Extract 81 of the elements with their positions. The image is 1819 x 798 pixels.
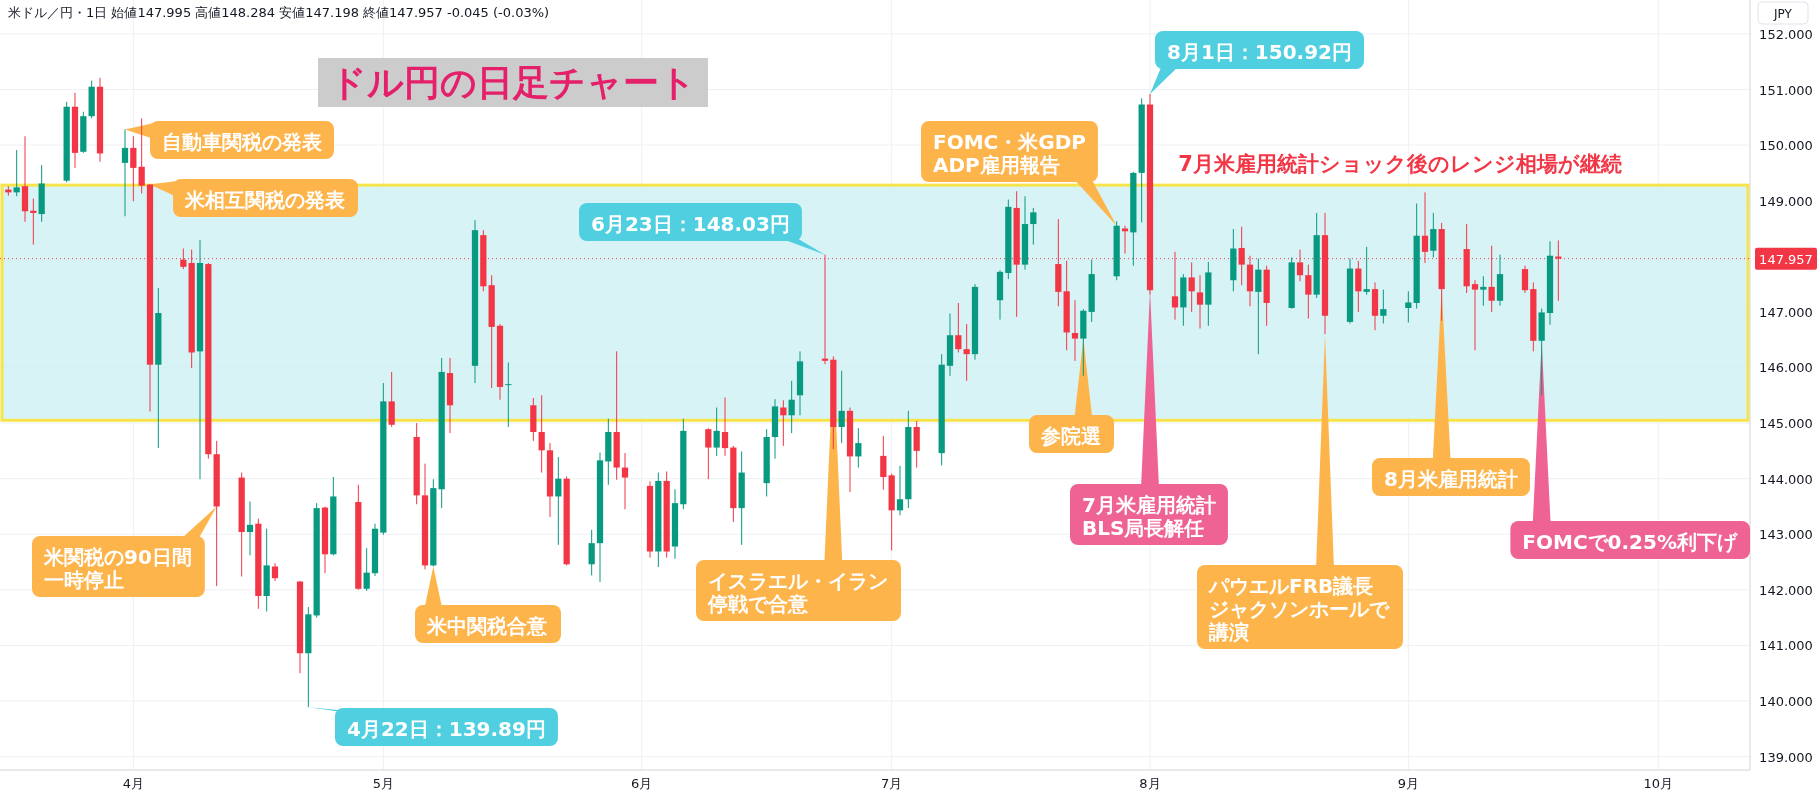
candlestick [838, 370, 845, 444]
candlestick [588, 529, 595, 576]
candlestick [913, 420, 920, 469]
candlestick [880, 435, 887, 491]
candlestick [388, 371, 395, 428]
y-tick-label: 141.000 [1759, 638, 1813, 654]
candlestick [505, 361, 512, 428]
candlestick [1071, 299, 1079, 362]
annotation: FOMC・米GDP ADP雇用報告 [933, 130, 1086, 177]
x-tick-label: 5月 [372, 776, 394, 791]
annotation: 4月22日：139.89円 [347, 717, 546, 741]
candlestick [713, 407, 720, 457]
candlestick [1405, 290, 1412, 323]
candlestick [538, 394, 545, 474]
candlestick [121, 129, 129, 217]
annotation: 7月米雇用統計 BLS局長解任 [1082, 493, 1216, 540]
candlestick [1188, 261, 1195, 313]
y-tick-label: 143.000 [1759, 527, 1813, 543]
x-tick-label: 4月 [122, 776, 144, 791]
annotation: イスラエル・イラン停戦で合意 [707, 569, 888, 616]
candlestick [855, 427, 862, 469]
candlestick [1296, 249, 1304, 282]
candlestick [1196, 274, 1204, 330]
x-tick-label: 7月 [881, 776, 903, 791]
candlestick [555, 456, 562, 546]
chart-subtitle: 米ドル／円・1日 始値147.995 高値148.284 安値147.198 終値147.957 -0.045 (-0.03%) [8, 5, 550, 20]
annotation: 6月23日：148.03円 [591, 212, 790, 236]
y-axis-title: JPY [1773, 7, 1793, 21]
candlestick [1121, 225, 1129, 255]
candlestick [1238, 226, 1245, 286]
candlestick [955, 302, 962, 353]
ref-line-label: 147.957 [1759, 251, 1813, 267]
candlestick [705, 427, 712, 480]
candlestick [1480, 275, 1487, 307]
candlestick [130, 135, 137, 202]
x-tick-label: 8月 [1139, 776, 1161, 791]
candlestick [1030, 207, 1037, 246]
y-tick-label: 139.000 [1759, 749, 1813, 765]
y-tick-label: 147.000 [1759, 304, 1813, 320]
candlestick [721, 397, 729, 457]
candlestick [1255, 258, 1262, 355]
candlestick [363, 547, 370, 592]
text: ドル円の日足チャート [330, 62, 696, 103]
y-tick-label: 145.000 [1759, 416, 1813, 432]
y-tick-label: 142.000 [1759, 582, 1813, 598]
candlestick [1421, 191, 1429, 264]
candlestick [621, 452, 629, 510]
x-tick-label: 9月 [1397, 776, 1419, 791]
y-tick-label: 140.000 [1759, 694, 1813, 710]
y-tick-label: 150.000 [1759, 138, 1813, 154]
candlestick [1355, 260, 1362, 313]
candlestick [963, 323, 970, 382]
annotation: 8月米雇用統計 [1384, 467, 1518, 491]
annotation: 米中関税合意 [426, 614, 548, 638]
candlestick [788, 380, 795, 434]
candlestick [1363, 246, 1370, 296]
candlestick [896, 465, 904, 516]
candlestick [1521, 265, 1529, 294]
annotation: パウエルFRB議長ジャクソンホールで講演 [1208, 574, 1390, 644]
y-tick-label: 146.000 [1759, 360, 1813, 376]
y-tick-label: 151.000 [1759, 82, 1813, 98]
annotation: 8月1日：150.92円 [1167, 40, 1353, 64]
candlestick [1380, 289, 1387, 325]
annotation: FOMCで0.25%利下げ [1522, 530, 1738, 554]
y-tick-label: 149.000 [1759, 193, 1813, 209]
candlestick [1305, 264, 1312, 320]
candlestick [246, 500, 254, 556]
band-label: 7月米雇用統計ショック後のレンジ相場が継続 [1178, 152, 1622, 177]
candlestick [1430, 212, 1437, 258]
x-tick-label: 6月 [631, 776, 653, 791]
y-tick-label: 144.000 [1759, 471, 1813, 487]
annotation: 米相互関税の発表 [184, 188, 345, 212]
candlestick [138, 117, 145, 194]
candlestick [1555, 240, 1562, 302]
y-tick-label: 152.000 [1759, 26, 1813, 42]
annotation: 米関税の90日間一時停止 [43, 545, 192, 592]
x-tick-label: 10月 [1643, 776, 1674, 791]
annotation: 自動車関税の発表 [162, 130, 322, 154]
candlestick [1471, 279, 1479, 351]
candlestick [13, 149, 20, 197]
annotation: 参院選 [1040, 424, 1101, 448]
